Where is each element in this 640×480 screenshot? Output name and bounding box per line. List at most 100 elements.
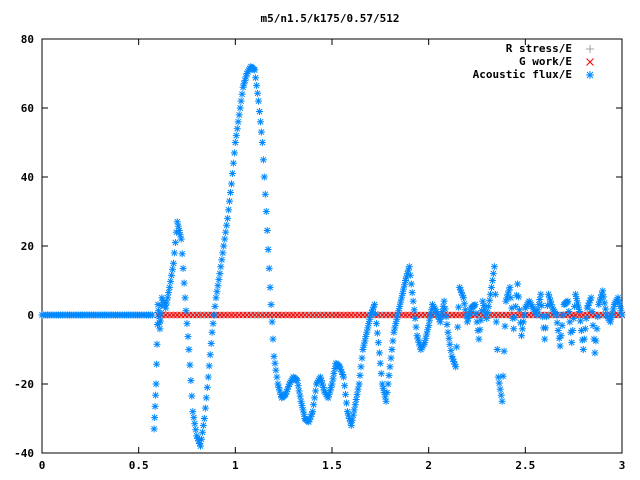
acoustic-flux-point (519, 318, 527, 326)
acoustic-flux-point (257, 118, 264, 126)
acoustic-flux-point (608, 309, 616, 317)
acoustic-flux-point (192, 426, 200, 434)
acoustic-flux-point (152, 391, 160, 399)
acoustic-flux-point (423, 330, 431, 338)
acoustic-flux-point (484, 308, 492, 316)
legend-label-r-stress: R stress/E (506, 42, 572, 55)
acoustic-flux-point (234, 118, 242, 126)
acoustic-flux-point (163, 299, 171, 307)
acoustic-flux-point (460, 294, 467, 302)
axis-ticks: 0 0.5 1 1.5 2 2.5 3 -40 -20 0 20 40 60 80 (14, 33, 625, 472)
acoustic-flux-point (593, 325, 601, 333)
acoustic-flux-point (342, 390, 349, 398)
legend-label-acoustic-flux: Acoustic flux/E (473, 68, 572, 81)
acoustic-flux-point (591, 349, 599, 357)
acoustic-flux-point (618, 311, 626, 319)
acoustic-flux-point (271, 359, 279, 367)
acoustic-flux-point (223, 221, 231, 229)
acoustic-flux-point (174, 222, 182, 230)
acoustic-flux-point (602, 305, 610, 313)
acoustic-flux-point (354, 385, 362, 393)
acoustic-flux-point (483, 314, 491, 322)
acoustic-flux-point (471, 301, 479, 309)
acoustic-flux-point (389, 337, 397, 345)
acoustic-flux-point (400, 285, 407, 293)
acoustic-flux-point (536, 296, 544, 303)
y-tick-label: -20 (14, 378, 34, 391)
acoustic-flux-point (229, 159, 237, 167)
acoustic-flux-point (208, 328, 216, 336)
acoustic-flux-point (476, 326, 484, 334)
acoustic-flux-point (373, 329, 381, 337)
acoustic-flux-point (191, 420, 199, 428)
acoustic-flux-point (328, 380, 336, 388)
x-tick-label: 0.5 (129, 459, 149, 472)
acoustic-flux-point (189, 408, 197, 416)
acoustic-flux-point (162, 304, 170, 312)
acoustic-flux-point (373, 320, 380, 328)
acoustic-flux-point (168, 271, 175, 279)
acoustic-flux-point (350, 406, 358, 414)
acoustic-flux-point (256, 108, 263, 115)
acoustic-flux-point (406, 271, 414, 279)
acoustic-flux-point (500, 347, 508, 355)
acoustic-flux-point (492, 318, 500, 326)
acoustic-flux-point (206, 351, 214, 359)
acoustic-flux-point (515, 293, 523, 301)
acoustic-flux-point (230, 149, 238, 157)
acoustic-flux-point (231, 139, 239, 146)
chart-title: m5/n1.5/k175/0.57/512 (260, 12, 399, 25)
acoustic-flux-point (382, 397, 390, 405)
acoustic-flux-point (441, 305, 449, 313)
acoustic-flux-point (447, 346, 455, 354)
acoustic-flux-point (392, 320, 400, 328)
acoustic-flux-point (298, 402, 306, 410)
acoustic-flux-point (573, 295, 581, 303)
acoustic-flux-point (220, 242, 228, 250)
acoustic-flux-point (394, 311, 402, 319)
acoustic-flux-point (169, 265, 176, 273)
acoustic-flux-point (268, 318, 276, 326)
acoustic-flux-point (226, 197, 233, 205)
acoustic-flux-point (390, 328, 398, 336)
acoustic-flux-point (216, 270, 224, 278)
acoustic-flux-point (609, 305, 617, 313)
acoustic-flux-point (253, 82, 261, 90)
acoustic-flux-point (309, 408, 317, 416)
acoustic-flux-point (606, 318, 614, 326)
acoustic-flux-point (475, 335, 483, 343)
acoustic-flux-point (352, 396, 360, 403)
acoustic-flux-point (270, 352, 278, 360)
acoustic-flux-point (574, 299, 581, 307)
acoustic-flux-point (580, 335, 588, 343)
acoustic-flux-point (224, 214, 232, 222)
acoustic-flux-point (511, 314, 519, 322)
acoustic-flux-point (171, 239, 179, 247)
acoustic-flux-point (384, 380, 392, 388)
acoustic-flux-point (213, 288, 221, 296)
acoustic-flux-point (372, 310, 379, 318)
acoustic-flux-point (167, 277, 175, 285)
acoustic-flux-point (589, 321, 597, 329)
acoustic-flux-point (201, 404, 209, 412)
acoustic-flux-point (272, 366, 280, 374)
acoustic-flux-point (365, 320, 373, 328)
acoustic-flux-point (173, 218, 181, 226)
acoustic-flux-point (349, 411, 357, 419)
legend-marker-plus (586, 45, 594, 53)
acoustic-flux-point (259, 156, 267, 164)
acoustic-flux-point (235, 111, 243, 119)
acoustic-flux-point (409, 297, 417, 305)
acoustic-flux-point (187, 377, 195, 385)
acoustic-flux-point (554, 327, 562, 334)
acoustic-flux-point (362, 333, 370, 341)
acoustic-flux-point (543, 313, 551, 321)
acoustic-flux-point (227, 189, 234, 196)
acoustic-flux-point (558, 321, 566, 329)
acoustic-flux-point (599, 287, 607, 295)
acoustic-flux-point (355, 380, 363, 388)
acoustic-flux-point (579, 346, 587, 353)
acoustic-flux-point (601, 299, 609, 307)
acoustic-flux-point (442, 313, 450, 321)
